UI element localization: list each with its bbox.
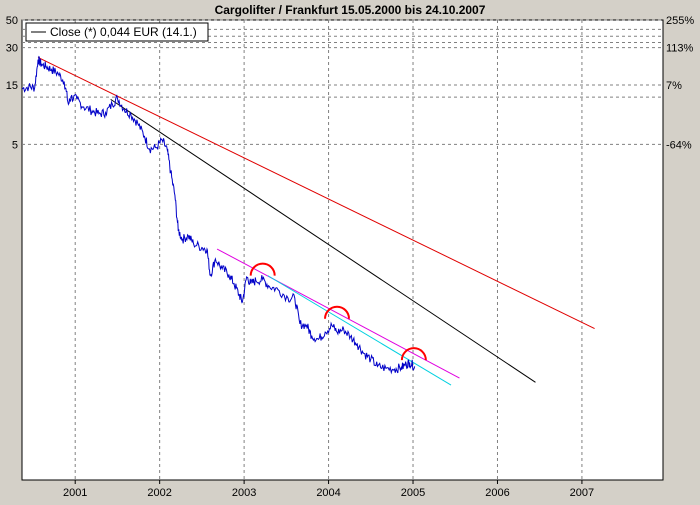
y-right-tick-label: 7% xyxy=(666,80,682,92)
y-tick-label: 15 xyxy=(6,80,18,92)
x-tick-label: 2004 xyxy=(316,487,340,499)
trend-magenta-line xyxy=(216,248,460,379)
x-tick-label: 2005 xyxy=(401,487,425,499)
resistance-arc xyxy=(400,347,427,361)
y-right-tick-label: 113% xyxy=(666,43,694,55)
x-tick-label: 2007 xyxy=(570,487,594,499)
close-price-line xyxy=(22,55,416,375)
y-tick-label: 50 xyxy=(6,15,18,27)
chart-title: Cargolifter / Frankfurt 15.05.2000 bis 2… xyxy=(215,3,486,17)
legend-label: Close (*) 0,044 EUR (14.1.) xyxy=(50,25,197,39)
trend-black-line xyxy=(110,98,536,383)
x-tick-label: 2001 xyxy=(63,487,87,499)
x-tick-label: 2003 xyxy=(232,487,256,499)
plot-area: 2001 2002 2003 2004 2005 2006 2007 50 30 15 5 255% 1… xyxy=(6,15,695,499)
legend-box xyxy=(25,22,209,42)
y-right-tick-label: -64% xyxy=(666,139,692,151)
x-tick-label: 2006 xyxy=(485,487,509,499)
resistance-arc xyxy=(324,305,351,319)
trend-cyan-line xyxy=(267,275,452,386)
y-tick-label: 5 xyxy=(12,139,18,151)
y-tick-label: 30 xyxy=(6,43,18,55)
trend-red-line xyxy=(37,56,595,330)
x-tick-label: 2002 xyxy=(147,487,171,499)
plot-background xyxy=(21,19,664,481)
resistance-arc xyxy=(249,262,276,276)
y-right-tick-label: 255% xyxy=(666,15,694,27)
